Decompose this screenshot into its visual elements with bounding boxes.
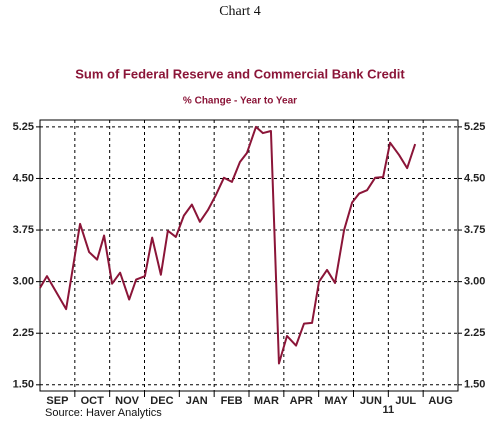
y-tick-label: 3.75: [13, 224, 34, 236]
x-tick-label: FEB: [221, 395, 243, 407]
x-tick-label: MAR: [254, 395, 279, 407]
y2-tick-label: 2.25: [464, 327, 485, 339]
y2-tick-label: 3.00: [464, 276, 485, 288]
x-tick-label: AUG: [428, 395, 452, 407]
plot-frame: [39, 119, 459, 392]
x-tick-label: OCT: [81, 395, 105, 407]
x-tick-label: JAN: [186, 395, 208, 407]
x-tick-label: DEC: [150, 395, 173, 407]
chart-subtitle: % Change - Year to Year: [183, 96, 297, 107]
x-tick-label: JUN: [360, 395, 382, 407]
y-tick-label: 5.25: [13, 121, 34, 133]
y-tick-label: 3.00: [13, 276, 34, 288]
x-tick-label: MAY: [324, 395, 348, 407]
x-tick-label: APR: [290, 395, 313, 407]
chart-title: Sum of Federal Reserve and Commercial Ba…: [75, 66, 405, 81]
y2-tick-label: 3.75: [464, 224, 485, 236]
y-tick-label: 1.50: [13, 379, 34, 391]
data-line: [39, 125, 417, 365]
y2-tick-label: 5.25: [464, 121, 485, 133]
y-tick-label: 4.50: [13, 172, 34, 184]
y2-tick-label: 4.50: [464, 172, 485, 184]
y2-tick-label: 1.50: [464, 379, 485, 391]
x-tick-label: SEP: [46, 395, 68, 407]
x-tick-label: NOV: [115, 395, 140, 407]
heading: Chart 4: [219, 4, 261, 19]
x-tick-label: JUL: [395, 395, 416, 407]
source: Source: Haver Analytics: [45, 407, 162, 419]
y-tick-label: 2.25: [13, 327, 34, 339]
year-label: 11: [383, 404, 395, 416]
